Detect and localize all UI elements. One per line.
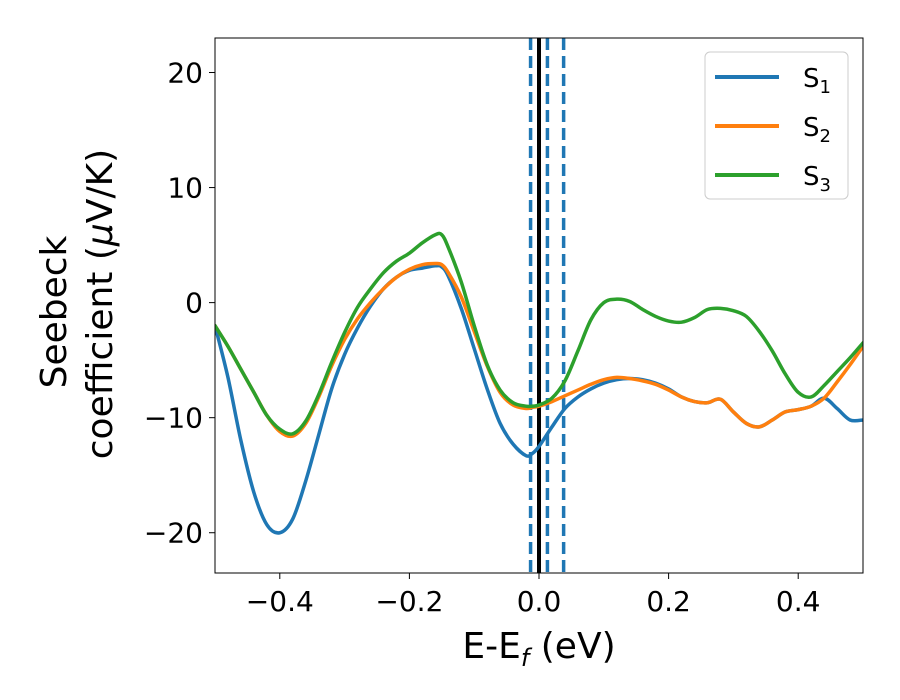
x-tick-label: 0.4 <box>776 585 821 618</box>
y-axis-title-line2: coefficient (μV/K) <box>80 149 121 459</box>
series-lines <box>215 231 863 535</box>
y-axis-title: Seebeck coefficient (μV/K) <box>34 149 121 459</box>
y-tick-label: −20 <box>144 517 203 550</box>
legend: S1 S2 S3 <box>704 51 849 200</box>
x-axis-title-unit: (eV) <box>529 626 615 667</box>
x-axis: −0.4 −0.2 0.0 0.2 0.4 <box>246 573 821 618</box>
x-axis-title: E-Ef (eV) <box>462 626 615 672</box>
y-axis: −20 −10 0 10 20 <box>144 57 215 550</box>
legend-label-s1: S1 <box>803 64 831 98</box>
y-axis-title-line1: Seebeck <box>34 235 75 388</box>
y-tick-label: 20 <box>167 57 203 90</box>
series-line-s3 <box>215 231 863 436</box>
y-tick-label: −10 <box>144 402 203 435</box>
y-axis-title-mu: μ <box>80 223 121 247</box>
x-tick-label: 0.2 <box>646 585 691 618</box>
y-axis-title-post: V/K) <box>80 149 121 223</box>
legend-label-s2: S2 <box>803 113 831 147</box>
y-tick-label: 10 <box>167 172 203 205</box>
y-tick-label: 0 <box>185 287 203 320</box>
x-tick-label: −0.4 <box>246 585 314 618</box>
x-axis-title-main: E-E <box>462 626 520 667</box>
y-axis-title-pre: coefficient ( <box>80 246 121 459</box>
vertical-reference-lines <box>528 38 566 573</box>
x-tick-label: 0.0 <box>517 585 562 618</box>
legend-label-s3: S3 <box>803 162 831 196</box>
x-tick-label: −0.2 <box>375 585 443 618</box>
